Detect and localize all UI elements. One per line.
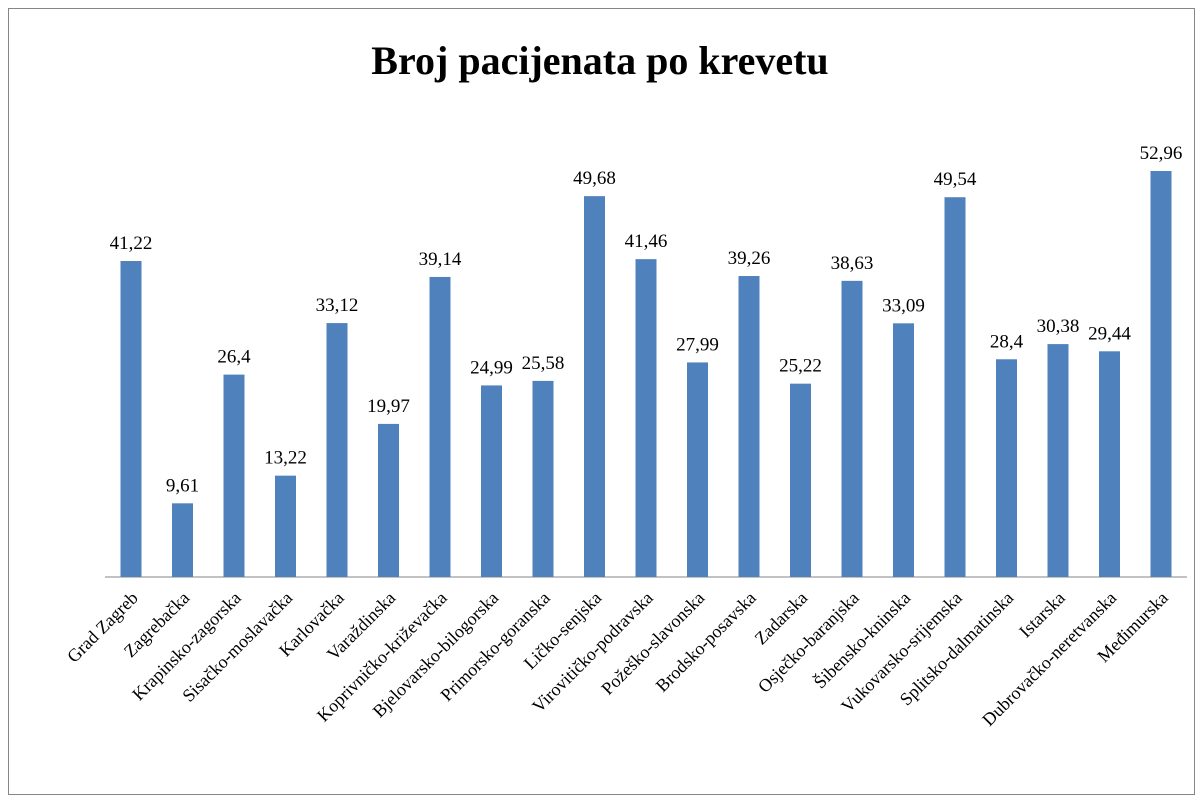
value-label: 26,4 bbox=[217, 347, 251, 368]
value-label: 24,99 bbox=[470, 357, 513, 378]
bar bbox=[944, 197, 966, 578]
value-label: 13,22 bbox=[264, 448, 307, 469]
value-label: 25,58 bbox=[522, 353, 565, 374]
bar bbox=[738, 276, 760, 577]
bar bbox=[172, 503, 193, 577]
bar bbox=[893, 323, 914, 577]
bar bbox=[996, 359, 1017, 577]
bar bbox=[481, 385, 502, 577]
value-label: 49,68 bbox=[573, 168, 616, 189]
value-label: 30,38 bbox=[1037, 316, 1080, 337]
value-label: 52,96 bbox=[1140, 143, 1183, 164]
value-label: 39,14 bbox=[419, 249, 462, 270]
bar bbox=[429, 276, 451, 577]
bar bbox=[223, 374, 245, 577]
value-label: 27,99 bbox=[676, 334, 719, 355]
bar bbox=[532, 380, 554, 577]
value-label: 33,09 bbox=[882, 295, 925, 316]
value-label: 41,22 bbox=[110, 233, 153, 254]
bar bbox=[120, 261, 142, 577]
bar bbox=[275, 475, 296, 577]
bar bbox=[841, 280, 863, 577]
bar bbox=[584, 196, 605, 577]
value-label: 29,44 bbox=[1088, 323, 1131, 344]
value-label: 28,4 bbox=[990, 331, 1024, 352]
bar bbox=[790, 383, 811, 577]
bar bbox=[378, 423, 399, 577]
value-label: 41,46 bbox=[625, 231, 668, 252]
value-label: 38,63 bbox=[831, 253, 874, 274]
value-label: 9,61 bbox=[166, 475, 199, 496]
value-label: 25,22 bbox=[779, 356, 822, 377]
chart-title: Broj pacijenata po krevetu bbox=[371, 38, 828, 83]
value-label: 19,97 bbox=[367, 396, 410, 417]
bar bbox=[635, 259, 657, 577]
value-label: 33,12 bbox=[316, 295, 359, 316]
value-label: 39,26 bbox=[728, 248, 771, 269]
bar bbox=[687, 362, 708, 577]
value-label: 49,54 bbox=[934, 169, 977, 190]
bar bbox=[1047, 344, 1069, 577]
bar bbox=[1099, 351, 1120, 577]
bar bbox=[326, 323, 348, 577]
bar bbox=[1150, 171, 1172, 577]
